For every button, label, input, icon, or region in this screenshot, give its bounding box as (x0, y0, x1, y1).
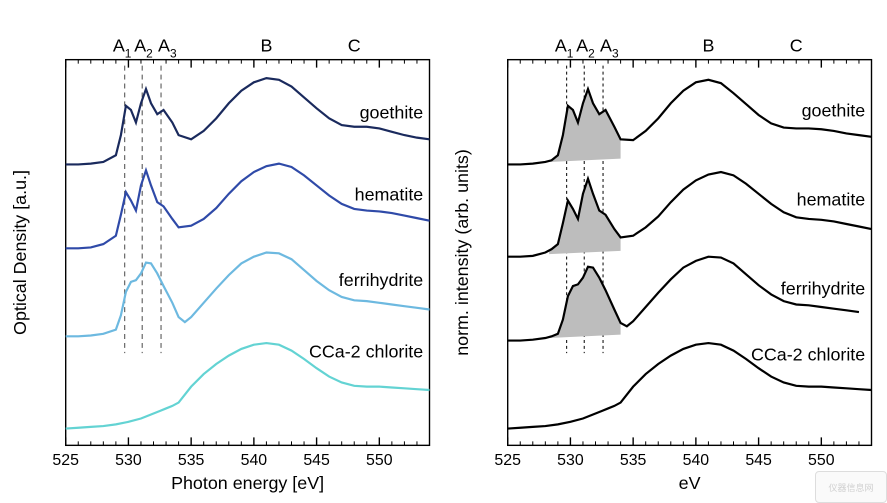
figure-wrap: 525 530 535 540 545 550 Photon energy [eV] Opti… (0, 0, 887, 503)
svg-text:ferrihydrite: ferrihydrite (780, 278, 864, 298)
svg-text:Optical Density [a.u.]: Optical Density [a.u.] (10, 170, 30, 335)
svg-text:540: 540 (241, 452, 268, 469)
svg-text:535: 535 (178, 452, 205, 469)
svg-text:A1: A1 (554, 36, 573, 61)
svg-text:hematite: hematite (796, 190, 865, 210)
svg-text:550: 550 (808, 452, 835, 469)
svg-text:550: 550 (366, 452, 393, 469)
svg-text:525: 525 (52, 452, 79, 469)
svg-text:B: B (260, 36, 272, 56)
svg-text:B: B (702, 36, 714, 56)
svg-text:Photon energy [eV]: Photon energy [eV] (171, 473, 324, 493)
svg-text:CCa-2 chlorite: CCa-2 chlorite (750, 345, 864, 365)
svg-text:goethite: goethite (360, 102, 424, 122)
svg-text:A3: A3 (158, 36, 177, 61)
svg-text:CCa-2 chlorite: CCa-2 chlorite (309, 341, 423, 361)
svg-text:eV: eV (678, 473, 700, 493)
svg-text:A2: A2 (576, 36, 595, 61)
svg-text:545: 545 (745, 452, 772, 469)
left-panel: 525 530 535 540 545 550 Photon energy [eV] Opti… (2, 4, 444, 501)
svg-text:C: C (789, 36, 802, 56)
svg-text:A1: A1 (113, 36, 132, 61)
svg-text:545: 545 (303, 452, 330, 469)
svg-text:goethite: goethite (801, 101, 865, 121)
svg-text:530: 530 (557, 452, 584, 469)
svg-text:C: C (348, 36, 361, 56)
svg-text:A2: A2 (134, 36, 153, 61)
svg-text:ferrihydrite: ferrihydrite (339, 270, 423, 290)
svg-text:norm. intensity (arb. units): norm. intensity (arb. units) (451, 149, 471, 356)
svg-text:530: 530 (115, 452, 142, 469)
svg-text:A3: A3 (600, 36, 619, 61)
svg-text:hematite: hematite (355, 185, 424, 205)
svg-text:535: 535 (619, 452, 646, 469)
svg-text:525: 525 (494, 452, 521, 469)
right-panel: 525 530 535 540 545 550 eV norm. intensity (arb… (444, 4, 886, 501)
svg-text:540: 540 (682, 452, 709, 469)
